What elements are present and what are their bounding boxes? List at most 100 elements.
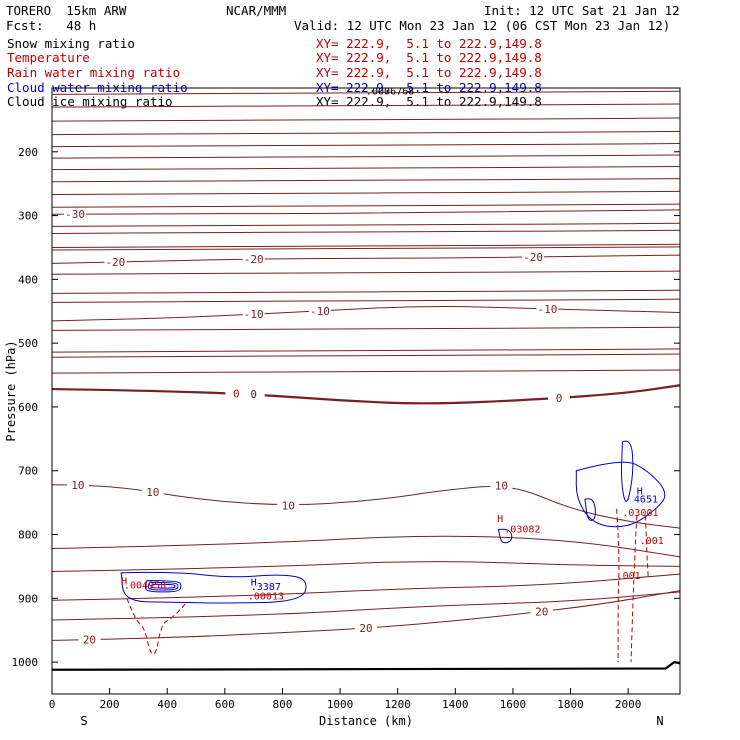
- background-contour: [51, 326, 681, 331]
- legend-label-snow: Snow mixing ratio: [7, 36, 135, 51]
- background-contour: [51, 222, 681, 227]
- field-annotation: H: [251, 578, 257, 589]
- legend-xy-temperature: XY= 222.9, 5.1 to 222.9,149.8: [316, 50, 542, 65]
- contour-label-bg: [548, 392, 571, 405]
- init-time: Init: 12 UTC Sat 21 Jan 12: [484, 3, 680, 18]
- x-tick-label: 1000: [327, 698, 354, 711]
- temperature-contour-label: 0: [250, 388, 257, 401]
- cloud-water-contour: [621, 440, 634, 502]
- background-contour: [51, 190, 681, 196]
- y-tick-label: 800: [18, 529, 38, 542]
- field-annotation: .001: [640, 536, 664, 547]
- y-axis-label: Pressure (hPa): [4, 340, 18, 441]
- contour-label-bg: [64, 208, 87, 221]
- plot-frame: [51, 87, 681, 695]
- contour-label-bg: [522, 250, 545, 263]
- background-contour: [51, 203, 681, 208]
- rain-water-contour: [630, 515, 638, 663]
- background-contour: [51, 229, 681, 234]
- temperature-contour: [51, 254, 681, 264]
- temperature-contour: [51, 209, 681, 215]
- x-tick-label: 800: [273, 698, 293, 711]
- background-contour: [51, 270, 681, 275]
- contour-label-bg: [308, 304, 331, 317]
- background-contour: [51, 289, 681, 294]
- contour-label-bg: [277, 499, 300, 512]
- background-contour: [51, 246, 681, 251]
- legend-label-cloud-ice: Cloud ice mixing ratio: [7, 94, 173, 109]
- contour-label-bg: [536, 302, 559, 315]
- background-contour: [51, 535, 681, 558]
- field-annotation: 4651: [634, 495, 658, 506]
- x-tick-label: 0: [49, 698, 56, 711]
- field-annotation: .001: [617, 571, 641, 582]
- background-contour: [51, 165, 681, 171]
- rain-water-contour: [616, 508, 620, 663]
- y-tick-label: 600: [18, 401, 38, 414]
- contour-label-bg: [530, 605, 553, 618]
- temperature-contour-label: 0: [233, 388, 240, 401]
- terrain-line: [51, 660, 681, 671]
- y-tick-label: 700: [18, 465, 38, 478]
- legend-xy-rain: XY= 222.9, 5.1 to 222.9,149.8: [316, 65, 542, 80]
- x-tick-label: 2000: [615, 698, 642, 711]
- contour-label-bg: [242, 308, 265, 321]
- temperature-contour: [51, 306, 681, 322]
- y-tick-label: 200: [18, 146, 38, 159]
- temperature-contour-label: 0: [556, 392, 563, 405]
- x-tick-label: 1800: [557, 698, 584, 711]
- cloud-water-contour: [147, 581, 179, 591]
- temperature-contour-label: 10: [146, 486, 159, 499]
- center-name: NCAR/MMM: [226, 3, 287, 18]
- cloud-water-contour: [575, 461, 666, 528]
- forecast-hour: Fcst: 48 h: [6, 18, 97, 33]
- background-contour: [51, 353, 681, 358]
- temperature-contour: [51, 590, 681, 641]
- y-tick-label: 1000: [12, 656, 39, 669]
- cloud-water-contour: [584, 498, 596, 521]
- y-tick-label: 900: [18, 592, 38, 605]
- x-tick-label: 400: [157, 698, 177, 711]
- background-contour: [51, 348, 681, 353]
- cloud-water-contour: [120, 571, 307, 604]
- y-tick-label: 400: [18, 273, 38, 286]
- contour-label-bg: [104, 256, 127, 269]
- temperature-contour-label: 10: [71, 479, 84, 492]
- x-tick-label: 200: [100, 698, 120, 711]
- field-annotation: .03082: [504, 525, 540, 536]
- x-tick-label: 600: [215, 698, 235, 711]
- x-tick-label: 1600: [500, 698, 527, 711]
- field-annotation: .03001: [622, 508, 658, 519]
- background-contour: [51, 103, 681, 108]
- temperature-contour-label: 20: [83, 634, 96, 647]
- north-label: N: [656, 714, 663, 728]
- background-contour: [51, 90, 681, 95]
- background-contour: [51, 243, 681, 248]
- legend-label-rain: Rain water mixing ratio: [7, 65, 181, 80]
- x-tick-label: 1400: [442, 698, 469, 711]
- background-contour: [51, 591, 681, 621]
- legend-label-temperature: Temperature: [7, 50, 90, 65]
- background-contour: [51, 298, 681, 303]
- field-annotation: .3387: [251, 582, 281, 593]
- temperature-contour-label: -10: [538, 303, 558, 316]
- background-contour: [51, 142, 681, 148]
- field-annotation: H: [497, 514, 503, 525]
- y-tick-label: 500: [18, 337, 38, 350]
- temperature-contour-label: -20: [523, 251, 543, 264]
- temperature-contour-label: -20: [244, 253, 264, 266]
- background-contour: [51, 573, 681, 601]
- valid-time: Valid: 12 UTC Mon 23 Jan 12 (06 CST Mon …: [294, 18, 671, 33]
- field-annotation: H: [637, 486, 643, 497]
- contour-label-bg: [490, 479, 513, 492]
- temperature-contour-label: 20: [359, 622, 372, 635]
- contour-label-bg: [141, 486, 164, 499]
- cloud-water-contour: [497, 528, 513, 544]
- y-tick-label: 300: [18, 210, 38, 223]
- contour-label-bg: [355, 622, 377, 635]
- contour-label-bg: [225, 387, 248, 400]
- background-contour: [51, 178, 681, 183]
- background-contour: [51, 561, 681, 573]
- temperature-contour-label: -10: [244, 308, 264, 321]
